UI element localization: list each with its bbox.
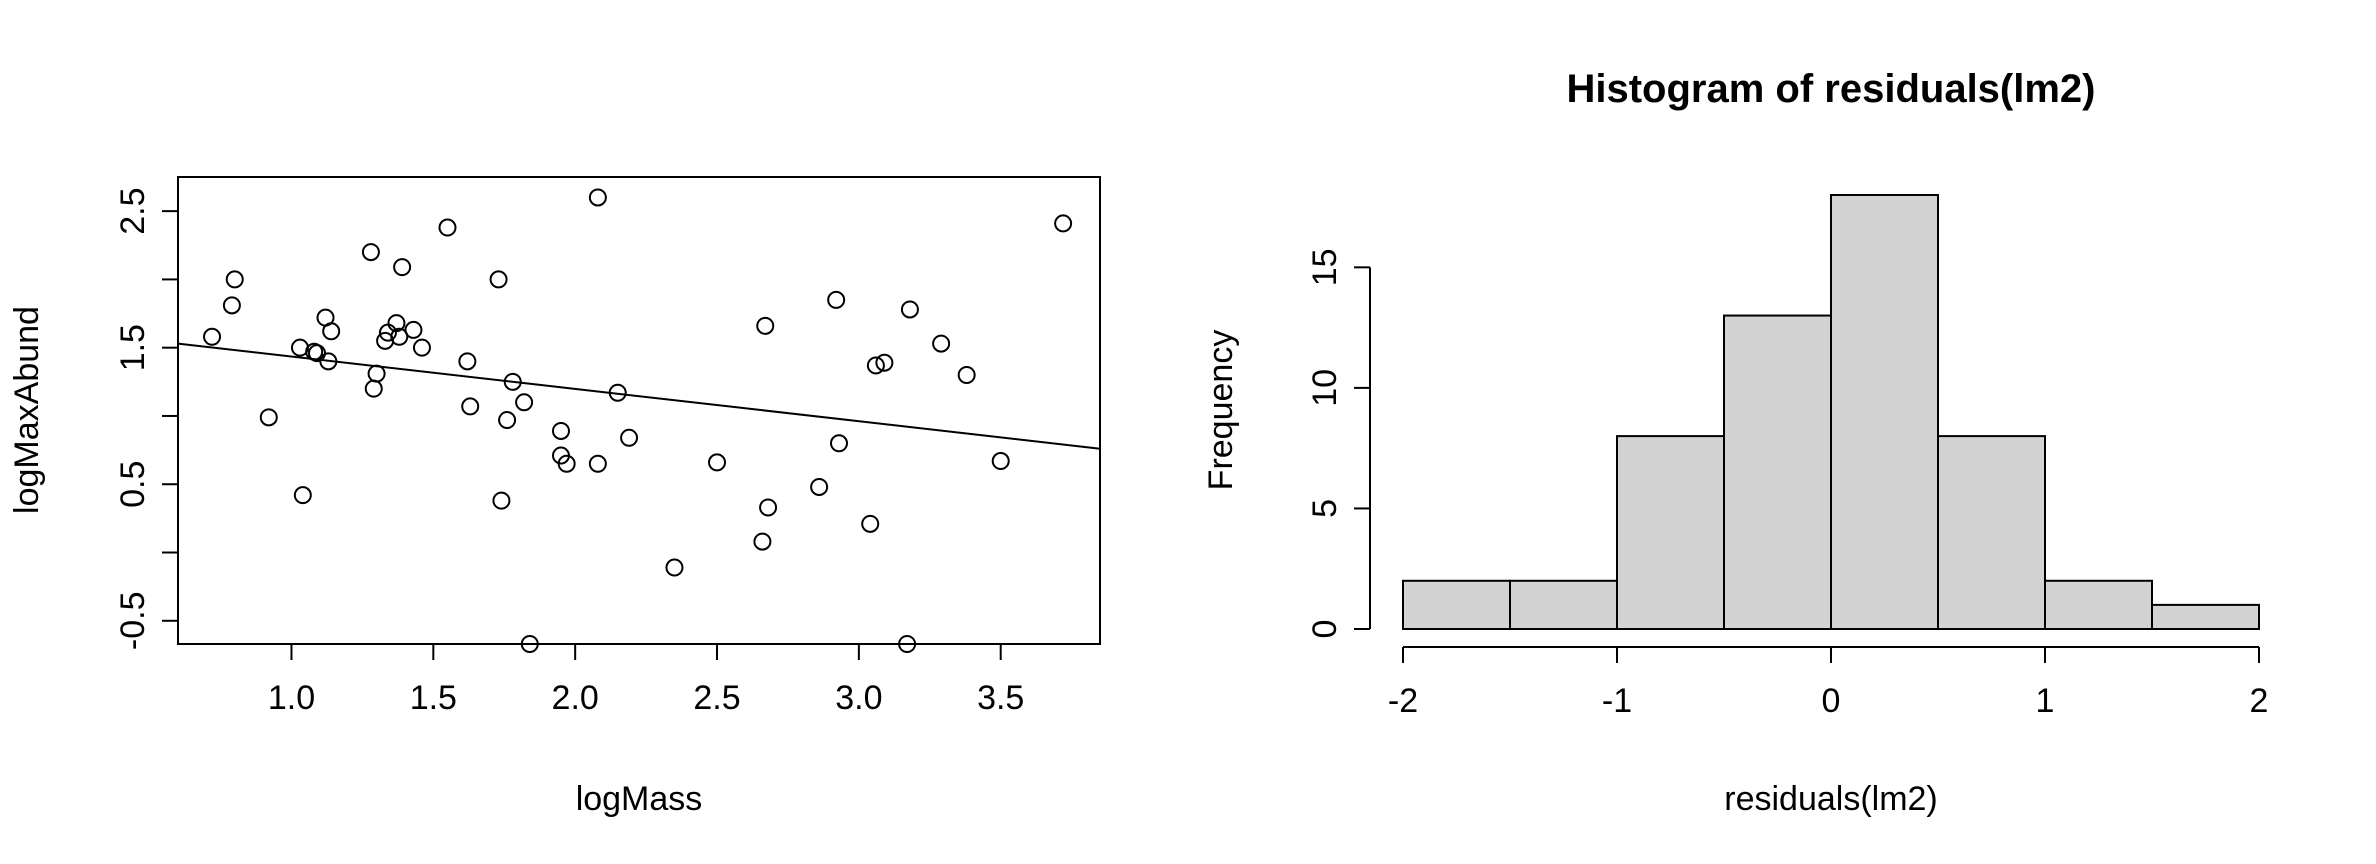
scatter-point	[588, 454, 607, 473]
scatter-point	[588, 188, 607, 207]
scatter-point	[1054, 214, 1073, 233]
scatter-point	[259, 408, 278, 427]
scatter-point	[810, 477, 829, 496]
scatter-point	[322, 322, 341, 341]
scatter-point	[489, 270, 508, 289]
scatter-point	[991, 452, 1010, 471]
scatter-point	[404, 320, 423, 339]
regression-line	[177, 342, 1101, 450]
scatter-plot-frame	[177, 176, 1101, 645]
scatter-point	[753, 532, 772, 551]
scatter-point	[461, 397, 480, 416]
scatter-point	[827, 290, 846, 309]
histogram-bars	[1402, 194, 2260, 631]
scatter-point	[957, 365, 976, 384]
histogram-bar	[1830, 194, 1939, 630]
x-tick-label: -2	[1388, 682, 1418, 720]
scatter-point	[557, 454, 576, 473]
x-tick-label: 2.5	[693, 679, 740, 717]
histogram-bar	[1723, 314, 1832, 630]
x-tick-label: 2	[2250, 682, 2269, 720]
scatter-point	[458, 352, 477, 371]
histogram-x-axis: -2 -1 0 1 2	[1388, 646, 2269, 720]
scatter-plot: 1.0 1.5 2.0 2.5 3.0 3.5 -0.5 0.5 1.5 2.5 logMass…	[8, 176, 1101, 818]
histogram-bar	[2044, 579, 2153, 630]
scatter-point	[438, 218, 457, 237]
scatter-point	[203, 327, 222, 346]
scatter-x-axis-title: logMass	[576, 780, 703, 818]
scatter-point	[620, 428, 639, 447]
scatter-point	[361, 243, 380, 262]
y-tick-label: 1.5	[114, 324, 152, 371]
histogram-y-axis-title: Frequency	[1202, 330, 1240, 491]
y-tick-label: 0.5	[114, 461, 152, 508]
histogram-x-axis-title: residuals(lm2)	[1724, 780, 1938, 818]
scatter-y-axis-title: logMaxAbund	[8, 306, 46, 514]
y-tick-label: -0.5	[114, 591, 152, 650]
scatter-point	[875, 353, 894, 372]
scatter-point	[900, 300, 919, 319]
histogram-bar	[2151, 603, 2260, 631]
x-tick-label: 1.5	[410, 679, 457, 717]
y-tick-label: 5	[1306, 499, 1344, 518]
scatter-y-axis: -0.5 0.5 1.5 2.5	[114, 188, 178, 650]
x-tick-label: 3.5	[977, 679, 1024, 717]
scatter-point	[608, 383, 627, 402]
histogram-plot: Histogram of residuals(lm2) -2 -1 0 1 2 0 5 10…	[1202, 67, 2268, 818]
scatter-points	[203, 188, 1073, 653]
scatter-point	[503, 372, 522, 391]
x-tick-label: 0	[1822, 682, 1841, 720]
y-tick-label: 0	[1306, 620, 1344, 639]
scatter-point	[498, 411, 517, 430]
scatter-point	[293, 486, 312, 505]
histogram-bar	[1937, 435, 2046, 630]
scatter-point	[551, 421, 570, 440]
histogram-y-axis: 0 5 10 15	[1306, 248, 1371, 639]
scatter-point	[412, 338, 431, 357]
scatter-point	[520, 635, 539, 653]
x-tick-label: 3.0	[835, 679, 882, 717]
scatter-point	[830, 434, 849, 453]
scatter-point	[492, 491, 511, 510]
scatter-point	[222, 296, 241, 315]
y-tick-label: 10	[1306, 369, 1344, 407]
scatter-point	[319, 352, 338, 371]
scatter-point	[665, 558, 684, 577]
scatter-point	[866, 356, 885, 375]
scatter-point	[861, 514, 880, 533]
scatter-point	[367, 364, 386, 383]
x-tick-label: 1.0	[268, 679, 315, 717]
y-tick-label: 15	[1306, 248, 1344, 286]
scatter-x-axis: 1.0 1.5 2.0 2.5 3.0 3.5	[268, 644, 1024, 717]
scatter-point	[759, 498, 778, 517]
x-tick-label: 2.0	[552, 679, 599, 717]
histogram-title: Histogram of residuals(lm2)	[1566, 67, 2095, 111]
scatter-point	[225, 270, 244, 289]
scatter-point	[393, 258, 412, 277]
histogram-bar	[1509, 579, 1618, 630]
x-tick-label: -1	[1602, 682, 1632, 720]
scatter-point	[387, 314, 406, 333]
histogram-bar	[1616, 435, 1725, 630]
scatter-point	[364, 379, 383, 398]
x-tick-label: 1	[2036, 682, 2055, 720]
scatter-point	[932, 334, 951, 353]
scatter-point	[708, 453, 727, 472]
scatter-point	[756, 316, 775, 335]
scatter-point	[898, 635, 917, 653]
y-tick-label: 2.5	[114, 188, 152, 235]
scatter-point	[515, 393, 534, 412]
histogram-bar	[1402, 579, 1511, 630]
scatter-point	[390, 327, 409, 346]
